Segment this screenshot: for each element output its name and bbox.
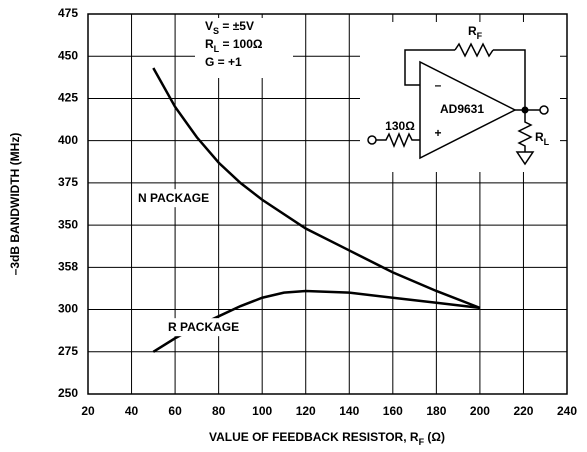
resistor [517, 110, 533, 152]
x-tick-label: 80 [212, 404, 226, 418]
circuit-label: 130Ω [385, 119, 415, 133]
op-amp [419, 60, 517, 160]
y-tick-label: 450 [58, 48, 78, 62]
series-label-bg [135, 189, 213, 208]
y-tick-label: 300 [58, 302, 78, 316]
circuit-label: RF [468, 24, 483, 41]
series-label: R PACKAGE [168, 320, 239, 334]
x-axis-label: VALUE OF FEEDBACK RESISTOR, RF (Ω) [209, 430, 445, 447]
annotation-part: G = +1 [205, 55, 242, 69]
x-tick-label: 180 [426, 404, 446, 418]
x-tick-label: 140 [339, 404, 359, 418]
circuit-label-part: L [544, 137, 550, 147]
annotation: VS = ±5V [205, 19, 254, 36]
annotation: RL = 100Ω [205, 37, 263, 54]
annotation-part: L [214, 44, 220, 54]
x-tick-label: 20 [81, 404, 95, 418]
wire [493, 49, 526, 110]
series-label-bg [165, 318, 243, 337]
x-axis-label-part: (Ω) [424, 430, 445, 444]
y-tick-label: 350 [58, 217, 78, 231]
circuit-label: RL [535, 130, 550, 147]
y-tick-label: 475 [58, 6, 78, 20]
resistor [376, 132, 420, 148]
y-tick-label: 425 [58, 91, 78, 105]
circuit-label: + [434, 126, 441, 140]
wire [404, 49, 455, 86]
annotation-part: V [205, 19, 213, 33]
x-tick-label: 100 [252, 404, 272, 418]
x-tick-label: 200 [470, 404, 490, 418]
terminal [367, 135, 377, 145]
circuit-label: – [435, 78, 442, 92]
annotation-part: = ±5V [219, 19, 254, 33]
y-tick-label: 400 [58, 133, 78, 147]
y-tick-label: 250 [58, 386, 78, 400]
annotation-part: S [213, 26, 219, 36]
circuit [367, 42, 549, 166]
x-tick-label: 160 [383, 404, 403, 418]
series-line [152, 67, 481, 310]
y-tick-label: 275 [58, 344, 78, 358]
x-tick-label: 240 [557, 404, 577, 418]
resistor [454, 42, 494, 58]
annotation-bg [195, 18, 293, 78]
x-axis-label-part: VALUE OF FEEDBACK RESISTOR, R [209, 430, 419, 444]
x-axis-label-part: F [419, 437, 425, 447]
x-tick-label: 120 [296, 404, 316, 418]
x-tick-label: 220 [513, 404, 533, 418]
x-tick-label: 40 [125, 404, 139, 418]
annotation-part: R [205, 37, 214, 51]
circuit-label-part: F [477, 31, 483, 41]
annotation: G = +1 [205, 55, 242, 69]
y-tick-label: 375 [58, 175, 78, 189]
y-tick-label: 358 [58, 260, 78, 274]
circuit-label-part: R [468, 24, 477, 38]
circuit-label-part: R [535, 130, 544, 144]
terminal [539, 105, 549, 115]
circuit-label: AD9631 [440, 102, 484, 116]
annotation-part: = 100Ω [219, 37, 263, 51]
ground [515, 151, 535, 166]
series-label: N PACKAGE [138, 191, 209, 205]
y-axis-label: –3dB BANDWIDTH (MHz) [8, 133, 22, 276]
x-tick-label: 60 [168, 404, 182, 418]
